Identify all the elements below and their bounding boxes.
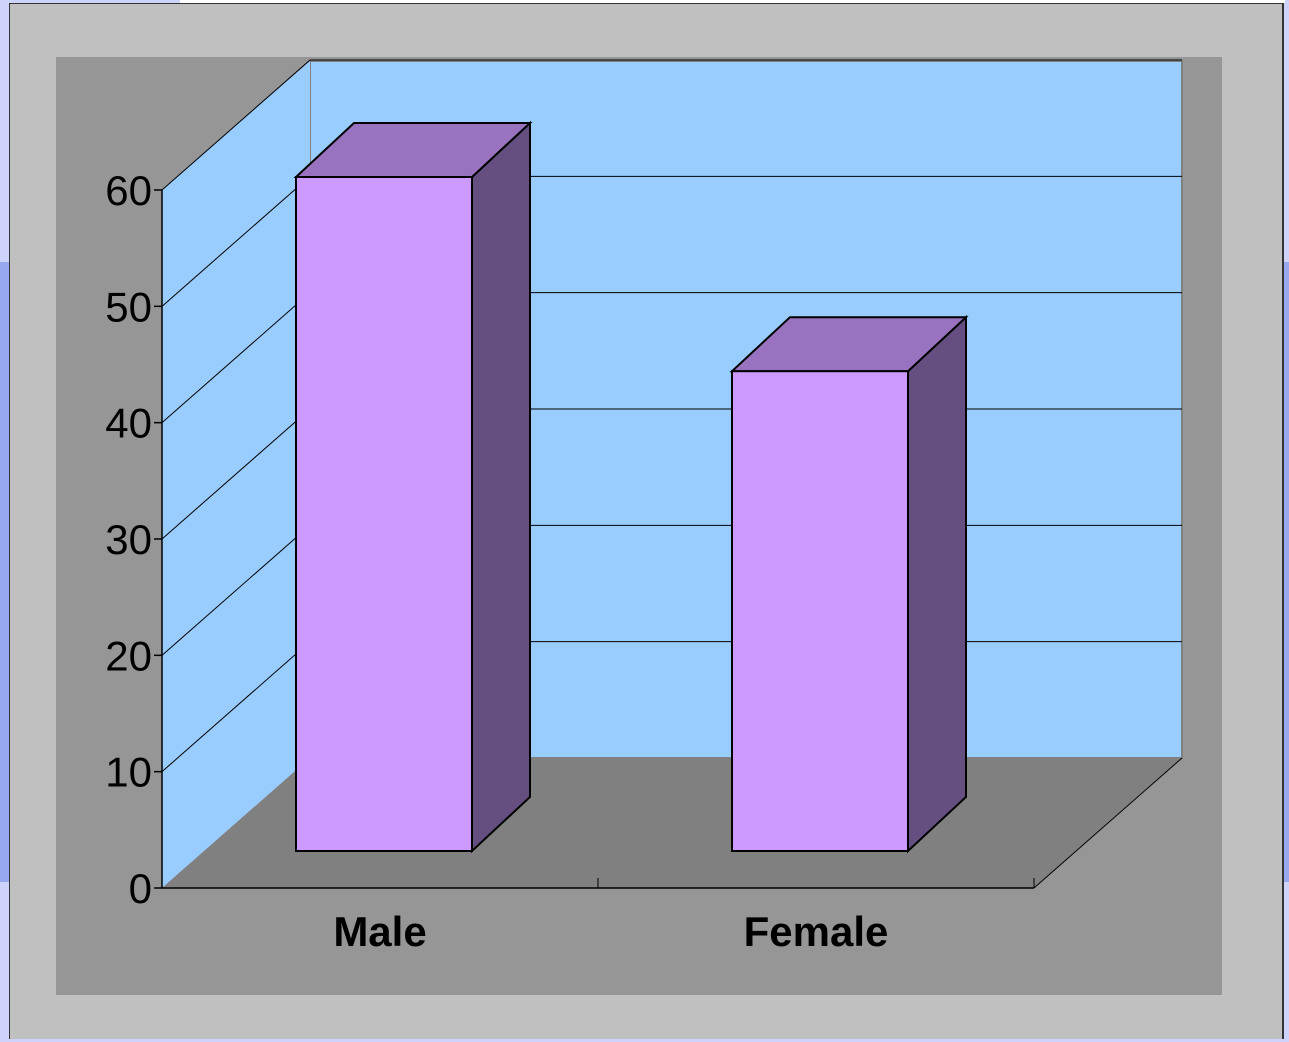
- bar-female: [729, 314, 969, 854]
- floor-right-edge: [1033, 757, 1183, 889]
- gridline-side: [161, 59, 311, 191]
- x-axis-labels: Male Female: [333, 908, 888, 955]
- y-tick-label: 30: [105, 516, 152, 563]
- slide-top-edge: [180, 0, 1285, 3]
- y-tick-label: 10: [105, 749, 152, 796]
- bar-male: [293, 120, 533, 854]
- bars: [293, 120, 969, 854]
- bar-front: [295, 176, 473, 852]
- x-tick-label: Male: [333, 908, 426, 955]
- gridline-side: [161, 408, 311, 540]
- y-tick-label: 20: [105, 632, 152, 679]
- gridline-side: [161, 292, 311, 424]
- y-tick-label: 50: [105, 283, 152, 330]
- y-tick-label: 40: [105, 400, 152, 447]
- bar-front: [731, 370, 909, 852]
- bar-side: [471, 120, 531, 854]
- x-axis-ticks: [597, 878, 1035, 888]
- gridline-side: [161, 175, 311, 307]
- y-tick-label: 60: [105, 167, 152, 214]
- y-axis-ticks: 0 10 20 30 40 50 60: [105, 167, 162, 912]
- x-tick-label: Female: [744, 908, 889, 955]
- y-tick-label: 0: [129, 865, 152, 912]
- gridline-side: [161, 641, 311, 773]
- bar-side: [907, 314, 967, 854]
- gridline-side: [161, 524, 311, 656]
